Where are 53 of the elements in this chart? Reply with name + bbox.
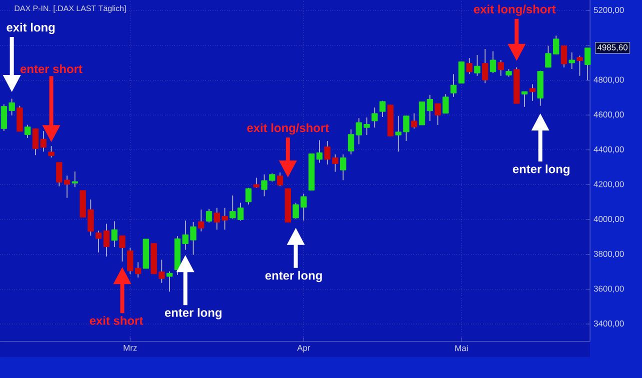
x-tick-label: Mai xyxy=(455,344,468,352)
y-tick-label: 3600,00 xyxy=(594,286,624,293)
candlestick xyxy=(48,146,54,158)
candlestick xyxy=(24,124,31,138)
y-tick-label: 4600,00 xyxy=(594,112,624,119)
candlestick xyxy=(372,107,378,128)
y-tick-label: 4800,00 xyxy=(594,76,624,84)
candlestick xyxy=(411,112,418,130)
candlestick xyxy=(253,177,260,188)
y-tick-label: 4200,00 xyxy=(594,181,624,188)
candlestick xyxy=(206,208,212,224)
candlestick xyxy=(72,171,78,188)
candlestick xyxy=(466,58,472,75)
candlestick xyxy=(276,172,284,187)
annotation: exit long/short xyxy=(474,4,556,16)
candlestick xyxy=(560,45,568,68)
candlestick xyxy=(166,271,173,292)
candlestick xyxy=(442,94,449,114)
candlestick xyxy=(198,209,204,232)
candlestick xyxy=(529,84,536,102)
candlestick xyxy=(490,50,496,74)
y-tick-label: 5200,00 xyxy=(594,7,624,14)
candlestick xyxy=(340,154,346,181)
y-tick-label: 3800,00 xyxy=(594,250,624,258)
candlestick xyxy=(450,74,457,98)
annotation: exit short xyxy=(90,316,144,325)
annotation: exit long xyxy=(6,22,55,34)
text: 4985,60 xyxy=(597,44,628,52)
candlestick xyxy=(458,61,465,84)
candlestick xyxy=(316,140,323,164)
y-tick-label: 4400,00 xyxy=(594,146,624,154)
x-tick-label: Mrz xyxy=(124,344,137,351)
candlestick xyxy=(482,48,488,84)
candlestick xyxy=(16,105,23,132)
candlestick xyxy=(474,54,480,76)
candlestick xyxy=(379,100,386,118)
candlestick xyxy=(584,47,591,81)
annotation: enter long xyxy=(164,308,222,320)
candlestick xyxy=(119,235,126,262)
annotation: enter long xyxy=(512,164,570,176)
candlestick xyxy=(245,187,252,205)
annotation: enter long xyxy=(265,270,322,282)
annotation: enter short xyxy=(20,64,82,74)
candlestick xyxy=(434,103,441,126)
candlestick xyxy=(521,91,528,108)
y-tick-label: 4000,00 xyxy=(594,216,624,224)
candlestick xyxy=(576,55,583,76)
x-tick-label: Apr xyxy=(297,344,310,353)
candlestick xyxy=(111,220,118,248)
candlestick xyxy=(568,52,575,70)
annotation: exit long/short xyxy=(247,123,329,135)
y-tick-label: 3400,00 xyxy=(594,320,624,328)
candlestick xyxy=(498,60,504,76)
